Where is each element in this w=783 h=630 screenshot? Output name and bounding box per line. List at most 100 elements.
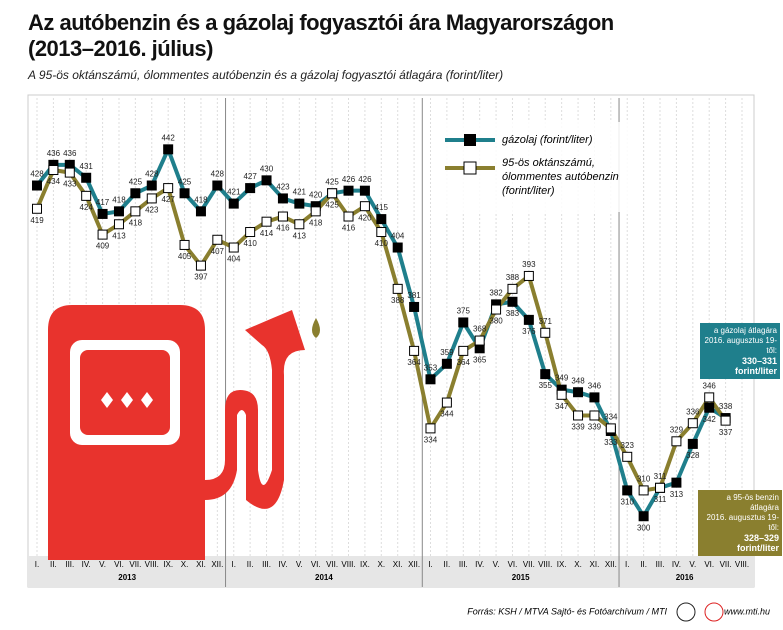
x-tick-label: VIII. — [735, 560, 749, 569]
point — [507, 296, 518, 307]
data-label: 349 — [555, 374, 569, 383]
pump-icons — [101, 392, 153, 408]
point — [540, 327, 551, 338]
point — [605, 423, 616, 434]
data-label: 442 — [161, 133, 175, 142]
point — [589, 410, 600, 421]
x-tick-label: I. — [232, 560, 236, 569]
x-tick-label: III. — [656, 560, 665, 569]
point — [540, 369, 551, 380]
data-label: 329 — [670, 425, 684, 434]
data-label: 418 — [129, 218, 143, 227]
callout-line: a 95-ös benzin átlagára — [726, 493, 779, 512]
point — [687, 438, 698, 449]
point — [179, 188, 190, 199]
point — [441, 358, 452, 369]
fuel-drop — [312, 318, 320, 338]
x-tick-label: X. — [181, 560, 189, 569]
point — [409, 301, 420, 312]
point — [32, 180, 42, 191]
data-label: 420 — [309, 190, 323, 199]
data-label: 418 — [309, 218, 323, 227]
data-label: 425 — [178, 177, 192, 186]
data-label: 376 — [522, 327, 536, 336]
data-label: 310 — [621, 498, 635, 507]
x-tick-label: VII. — [720, 560, 732, 569]
point — [113, 206, 124, 217]
data-label: 418 — [194, 195, 208, 204]
point — [359, 201, 370, 212]
data-label: 388 — [391, 296, 405, 305]
x-tick-label: XII. — [408, 560, 420, 569]
point — [261, 216, 272, 227]
axis-band — [28, 556, 754, 587]
pump-hose — [205, 310, 305, 509]
legend-label: gázolaj (forint/liter) — [502, 134, 593, 146]
data-label: 423 — [276, 183, 290, 192]
x-tick-label: III. — [262, 560, 271, 569]
point — [507, 283, 518, 294]
point — [146, 193, 157, 204]
point — [245, 227, 256, 238]
x-tick-label: VIII. — [145, 560, 159, 569]
data-label: 346 — [588, 381, 602, 390]
point — [81, 190, 92, 201]
title: Az autóbenzin és a gázolaj fogyasztói ár… — [28, 10, 614, 62]
data-label: 431 — [80, 162, 94, 171]
data-label: 311 — [654, 495, 667, 504]
x-tick-label: VII. — [523, 560, 535, 569]
logo — [704, 602, 724, 622]
point — [294, 198, 305, 209]
point — [327, 188, 338, 199]
data-label: 409 — [96, 242, 110, 251]
callout: a 95-ös benzin átlagára 2016. augusztus … — [698, 490, 782, 556]
point — [376, 227, 387, 238]
point — [228, 242, 239, 253]
data-label: 368 — [473, 325, 487, 334]
point — [622, 451, 633, 462]
data-label: 342 — [703, 415, 717, 424]
legend-marker — [464, 134, 476, 146]
x-tick-label: XII. — [211, 560, 223, 569]
data-label: 425 — [325, 200, 339, 209]
data-label: 436 — [63, 149, 77, 158]
data-label: 380 — [489, 317, 503, 326]
x-tick-label: IX. — [360, 560, 370, 569]
x-tick-label: X. — [378, 560, 386, 569]
data-label: 344 — [440, 410, 454, 419]
data-label: 407 — [211, 247, 225, 256]
data-label: 323 — [621, 441, 635, 450]
data-label: 415 — [375, 203, 389, 212]
year-label: 2015 — [512, 573, 530, 582]
data-label: 346 — [703, 381, 717, 390]
callout-line: a gázolaj átlagára — [713, 326, 777, 335]
data-label: 430 — [260, 164, 274, 173]
point — [163, 144, 174, 155]
point — [97, 208, 108, 219]
data-label: 410 — [375, 239, 389, 248]
point — [671, 477, 682, 488]
data-label: 328 — [686, 451, 700, 460]
x-tick-label: III. — [65, 560, 74, 569]
x-tick-label: VII. — [129, 560, 141, 569]
data-label: 355 — [539, 381, 553, 390]
title-line: (2013–2016. július) — [28, 36, 213, 61]
data-label: 365 — [473, 355, 487, 364]
data-label: 426 — [342, 175, 356, 184]
point — [425, 423, 436, 434]
data-label: 339 — [571, 423, 585, 432]
data-label: 405 — [178, 252, 192, 261]
x-tick-label: IV. — [82, 560, 91, 569]
title-line: Az autóbenzin és a gázolaj fogyasztói ár… — [28, 10, 614, 35]
point — [130, 206, 141, 217]
callout-line: 2016. augusztus 19-től: — [706, 513, 780, 532]
point — [97, 229, 108, 240]
point — [146, 180, 157, 191]
data-label: 397 — [194, 273, 208, 282]
point — [81, 172, 92, 183]
x-tick-label: V. — [99, 560, 106, 569]
data-label: 428 — [30, 170, 44, 179]
x-tick-label: II. — [444, 560, 451, 569]
